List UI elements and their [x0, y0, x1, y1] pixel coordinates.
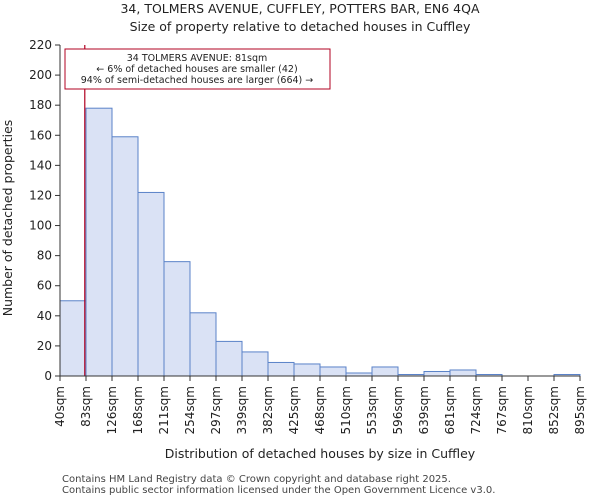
footer-line-2: Contains public sector information licen… [62, 485, 496, 496]
x-axis-label: Distribution of detached houses by size … [165, 446, 476, 461]
x-tick-label: 767sqm [495, 386, 509, 434]
y-tick-label: 40 [37, 309, 52, 323]
footer-line-1: Contains HM Land Registry data © Crown c… [62, 474, 451, 485]
y-tick-label: 200 [29, 68, 52, 82]
x-tick-label: 211sqm [157, 386, 171, 434]
x-tick-label: 382sqm [261, 386, 275, 434]
x-tick-label: 339sqm [235, 386, 249, 434]
x-tick-label: 553sqm [365, 386, 379, 434]
annotation-frame [64, 48, 331, 90]
histogram-chart: 34, TOLMERS AVENUE, CUFFLEY, POTTERS BAR… [0, 1, 587, 461]
bar [423, 370, 451, 377]
bar [111, 136, 139, 377]
annotation-box: 34 TOLMERS AVENUE: 81sqm ← 6% of detache… [64, 48, 331, 90]
bar [215, 340, 243, 377]
bar [59, 300, 87, 377]
y-tick-label: 220 [29, 38, 52, 52]
x-tick-label: 596sqm [391, 386, 405, 434]
x-tick-label: 681sqm [443, 386, 457, 434]
x-tick-label: 468sqm [313, 386, 327, 434]
x-tick-label: 639sqm [417, 386, 431, 434]
annotation-line-2: ← 6% of detached houses are smaller (42) [96, 64, 297, 75]
bar [371, 366, 399, 377]
annotation-line-1: 34 TOLMERS AVENUE: 81sqm [127, 53, 268, 64]
y-tick-label: 80 [37, 249, 52, 263]
y-tick-label: 120 [29, 188, 52, 202]
bar [319, 366, 347, 377]
x-tick-label: 83sqm [79, 386, 93, 427]
bar [267, 361, 295, 377]
x-tick-label: 297sqm [209, 386, 223, 434]
annotation-line-3: 94% of semi-detached houses are larger (… [81, 75, 314, 86]
bar [241, 351, 269, 377]
x-tick-label: 168sqm [131, 386, 145, 434]
x-tick-label: 724sqm [469, 386, 483, 434]
y-tick-label: 180 [29, 98, 52, 112]
x-tick-label: 895sqm [573, 386, 587, 434]
x-tick-label: 40sqm [53, 386, 67, 427]
y-axis-ticks: 0 20 40 60 80 100 120 140 160 180 200 220 [29, 38, 60, 383]
chart-subtitle: Size of property relative to detached ho… [130, 19, 471, 34]
chart-title: 34, TOLMERS AVENUE, CUFFLEY, POTTERS BAR… [120, 1, 479, 16]
bars [59, 107, 581, 377]
y-axis-label: Number of detached properties [0, 120, 15, 317]
y-tick-label: 60 [37, 279, 52, 293]
bar [293, 363, 321, 377]
x-tick-label: 254sqm [183, 386, 197, 434]
y-tick-label: 0 [44, 369, 52, 383]
bar [85, 107, 113, 377]
y-tick-label: 20 [37, 339, 52, 353]
y-tick-label: 140 [29, 158, 52, 172]
x-tick-label: 126sqm [105, 386, 119, 434]
y-tick-label: 100 [29, 219, 52, 233]
x-tick-label: 425sqm [287, 386, 301, 434]
bar [449, 369, 477, 377]
y-tick-label: 160 [29, 128, 52, 142]
x-tick-label: 852sqm [547, 386, 561, 434]
bar [163, 261, 191, 377]
bar [137, 191, 165, 377]
x-tick-label: 510sqm [339, 386, 353, 434]
x-axis-ticks: 40sqm 83sqm 126sqm 168sqm 211sqm 254sqm 297sqm… [53, 376, 587, 434]
x-tick-label: 810sqm [521, 386, 535, 434]
bar [189, 312, 217, 377]
